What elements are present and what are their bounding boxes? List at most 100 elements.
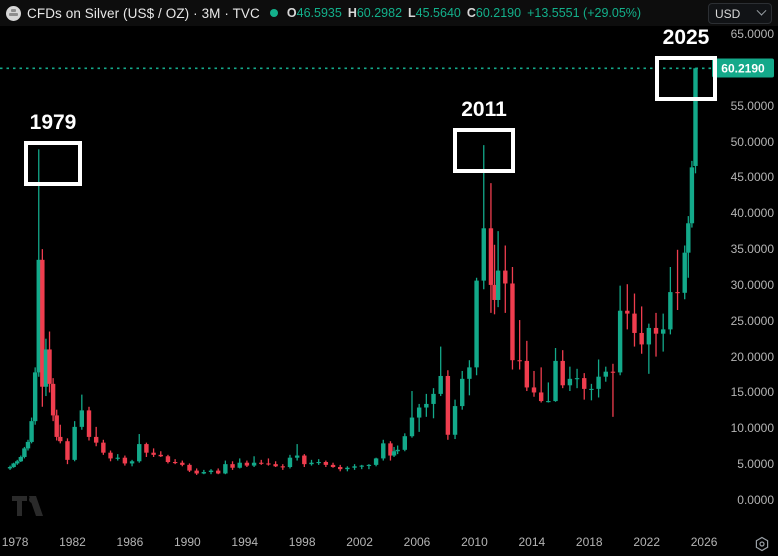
candle-body xyxy=(194,470,199,474)
ohlc-open-key: O xyxy=(286,6,297,20)
candle-body xyxy=(632,313,637,333)
candle-body xyxy=(646,327,652,345)
time-tick-label: 2022 xyxy=(633,535,661,549)
annotation-2011-box[interactable] xyxy=(453,128,515,173)
ohlc-low-value: 45.5640 xyxy=(415,6,461,20)
candle-body xyxy=(237,462,242,468)
candle-body xyxy=(431,393,436,404)
time-tick-label: 2014 xyxy=(518,535,546,549)
chart-plot-area[interactable] xyxy=(0,26,712,528)
candle-body xyxy=(230,464,235,468)
price-tick-label: 20.0000 xyxy=(730,349,774,364)
candle-body xyxy=(503,270,508,284)
candle-body xyxy=(22,448,27,457)
candle-body xyxy=(675,292,680,294)
candle-body xyxy=(101,442,106,453)
symbol-title[interactable]: CFDs on Silver (US$ / OZ) · 3M · TVC xyxy=(27,5,260,21)
candle-body xyxy=(32,372,38,422)
candle-body xyxy=(395,449,400,452)
annotation-1979-label: 1979 xyxy=(29,111,77,134)
candle-body xyxy=(553,360,558,402)
ohlc-high-key: H xyxy=(347,6,357,20)
ohlc-open: O46.5935 xyxy=(287,6,342,20)
candle-body xyxy=(7,467,13,469)
candle-body xyxy=(460,378,465,407)
candle-body xyxy=(524,360,530,388)
tradingview-logo-icon xyxy=(12,496,43,516)
candle-body xyxy=(58,436,63,442)
price-tick-label: 40.0000 xyxy=(730,206,774,221)
candle-body xyxy=(653,327,659,334)
candle-body xyxy=(391,451,397,456)
candle-body xyxy=(639,332,644,345)
candle-body xyxy=(603,371,608,377)
candle-body xyxy=(582,378,587,389)
candle-body xyxy=(287,457,293,468)
crosshair-target-icon[interactable] xyxy=(754,536,770,552)
ohlc-low-key: L xyxy=(408,6,416,20)
currency-selector[interactable]: USD xyxy=(708,3,772,24)
price-tick-label: 30.0000 xyxy=(730,277,774,292)
candle-body xyxy=(366,464,372,466)
candle-body xyxy=(180,462,185,465)
silver-bars-icon xyxy=(6,5,21,21)
candle-body xyxy=(302,455,307,465)
candle-body xyxy=(567,378,573,386)
price-tick-label: 15.0000 xyxy=(730,385,774,400)
candle-body xyxy=(223,464,228,474)
candle-body xyxy=(452,406,458,435)
time-tick-label: 1994 xyxy=(231,535,259,549)
candle-body xyxy=(323,462,329,465)
candle-body xyxy=(309,462,314,465)
candle-body xyxy=(481,228,486,281)
candle-body xyxy=(330,464,336,468)
candle-body xyxy=(259,462,264,464)
current-price-tag: 60.2190 xyxy=(712,58,774,78)
candle-body xyxy=(409,417,415,437)
candle-body xyxy=(215,470,221,474)
candle-body xyxy=(294,455,300,458)
time-tick-label: 1978 xyxy=(1,535,29,549)
candle-body xyxy=(187,464,192,471)
ohlc-close: C60.2190 xyxy=(467,6,521,20)
candle-body xyxy=(381,443,386,459)
candle-body xyxy=(345,467,350,470)
price-tick-label: 65.0000 xyxy=(730,27,774,41)
candle-body xyxy=(25,441,31,449)
candle-body xyxy=(137,444,142,462)
price-axis[interactable]: 65.000060.000055.000050.000045.000040.00… xyxy=(712,26,778,528)
candle-body xyxy=(538,392,544,402)
candle-body xyxy=(686,223,691,253)
candle-body xyxy=(617,310,623,373)
time-axis[interactable]: 1978 1982 1986 1990 1994 1998 2002 2006 2010 2014… xyxy=(0,528,778,556)
candle-body xyxy=(424,403,429,408)
live-status-dot xyxy=(269,9,278,17)
time-tick-label: 1998 xyxy=(288,535,316,549)
annotation-2011-label: 2011 xyxy=(461,98,507,121)
candle-body xyxy=(416,407,422,418)
candle-body xyxy=(86,410,92,437)
candle-body xyxy=(15,461,20,464)
candle-body xyxy=(165,456,171,463)
candle-body xyxy=(201,472,207,474)
candle-body xyxy=(208,470,214,473)
candle-body xyxy=(445,375,451,435)
candle-body xyxy=(488,228,494,285)
time-tick-label: 2010 xyxy=(461,535,488,549)
price-tick-label: 35.0000 xyxy=(730,242,774,257)
time-tick-label: 2018 xyxy=(575,535,603,549)
candle-body xyxy=(402,436,408,450)
ohlc-open-value: 46.5935 xyxy=(296,6,342,20)
annotation-2025-box[interactable] xyxy=(655,56,717,101)
ohlc-values: O46.5935 H60.2982 L45.5640 C60.2190 +13.… xyxy=(287,6,641,20)
candle-body xyxy=(50,383,56,416)
candle-body xyxy=(65,441,70,460)
ohlc-high-value: 60.2982 xyxy=(356,6,403,20)
annotation-1979-box[interactable] xyxy=(24,141,82,186)
candle-body xyxy=(660,329,666,334)
price-tick-label: 50.0000 xyxy=(730,134,774,149)
price-tick-label: 45.0000 xyxy=(730,170,774,185)
price-tick-label: 5.0000 xyxy=(737,457,774,472)
candle-body xyxy=(18,456,24,462)
